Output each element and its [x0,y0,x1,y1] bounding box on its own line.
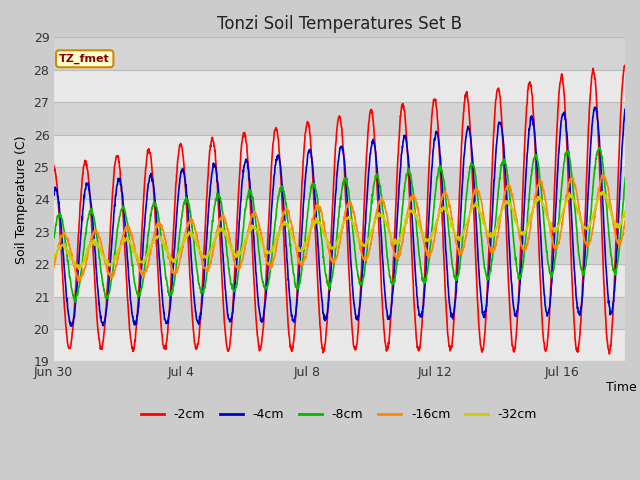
-4cm [623,98,631,104]
-16cm [205,264,213,270]
Line: -16cm: -16cm [54,171,640,281]
Text: TZ_fmet: TZ_fmet [60,54,110,64]
-4cm [390,267,398,273]
-32cm [549,227,557,233]
-16cm [328,258,336,264]
Bar [54,37,625,70]
-32cm [328,244,336,250]
-16cm [390,253,398,259]
Bar [54,134,625,167]
-32cm [76,266,83,272]
Line: -4cm: -4cm [54,101,640,326]
-2cm [328,220,336,226]
-4cm [328,248,336,254]
-4cm [50,191,58,197]
Line: -2cm: -2cm [54,60,640,354]
-8cm [627,139,634,144]
Bar [54,232,625,264]
Bar [54,70,625,102]
-16cm [70,262,78,268]
-2cm [605,351,613,357]
-8cm [70,298,78,304]
Bar [54,167,625,199]
-8cm [390,278,398,284]
-32cm [630,186,638,192]
X-axis label: Time: Time [605,381,636,394]
-8cm [50,235,58,241]
Bar [54,102,625,134]
Line: -32cm: -32cm [54,189,640,269]
-8cm [549,269,557,275]
Y-axis label: Soil Temperature (C): Soil Temperature (C) [15,135,28,264]
-32cm [390,241,398,247]
-16cm [77,278,84,284]
-2cm [70,305,78,311]
-32cm [50,256,58,262]
Bar [54,264,625,297]
Bar [54,199,625,232]
-16cm [549,240,557,246]
-8cm [205,250,213,255]
-16cm [50,265,58,271]
Bar [54,329,625,361]
-32cm [70,259,78,264]
-8cm [72,299,79,305]
-2cm [390,245,398,251]
-2cm [50,162,58,168]
-8cm [328,274,336,280]
-2cm [549,232,557,238]
-4cm [67,323,75,329]
-16cm [631,168,639,174]
Bar [54,297,625,329]
Legend: -2cm, -4cm, -8cm, -16cm, -32cm: -2cm, -4cm, -8cm, -16cm, -32cm [136,403,542,426]
-4cm [205,199,213,204]
Title: Tonzi Soil Temperatures Set B: Tonzi Soil Temperatures Set B [217,15,462,33]
-4cm [549,255,557,261]
-2cm [205,160,212,166]
-32cm [205,249,213,255]
Line: -8cm: -8cm [54,142,640,302]
-4cm [71,308,79,314]
